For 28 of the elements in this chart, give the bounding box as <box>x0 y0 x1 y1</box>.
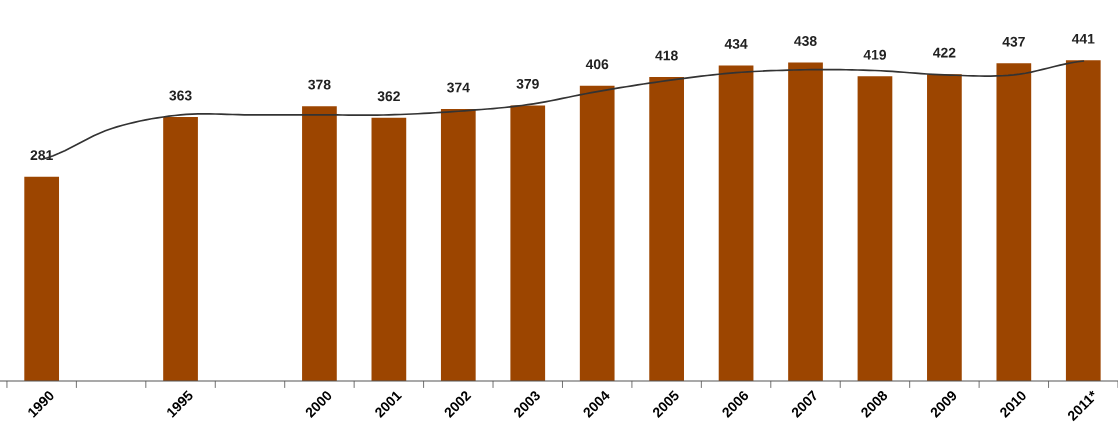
bar <box>1065 60 1101 381</box>
bar <box>163 117 198 381</box>
data-label: 437 <box>1002 36 1025 47</box>
bar <box>788 62 823 381</box>
data-label: 374 <box>447 82 470 93</box>
data-label: 281 <box>30 150 53 161</box>
data-label: 441 <box>1071 34 1095 44</box>
bar <box>857 76 893 381</box>
bar <box>927 74 962 381</box>
data-label: 419 <box>863 49 887 60</box>
bar <box>302 106 337 381</box>
data-label: 378 <box>308 79 331 90</box>
data-label: 434 <box>724 38 748 49</box>
data-label: 406 <box>585 59 609 70</box>
data-label: 363 <box>169 90 192 101</box>
bar <box>24 176 60 381</box>
bar <box>579 85 615 381</box>
bar <box>510 105 546 381</box>
bar <box>996 63 1032 381</box>
data-label: 418 <box>655 50 678 61</box>
bar <box>371 117 407 381</box>
data-label: 422 <box>933 47 956 58</box>
data-label: 362 <box>377 91 400 102</box>
data-label: 379 <box>516 78 539 89</box>
bar <box>649 77 684 381</box>
bar <box>718 65 754 381</box>
bar <box>440 109 476 381</box>
data-label: 438 <box>794 36 817 46</box>
